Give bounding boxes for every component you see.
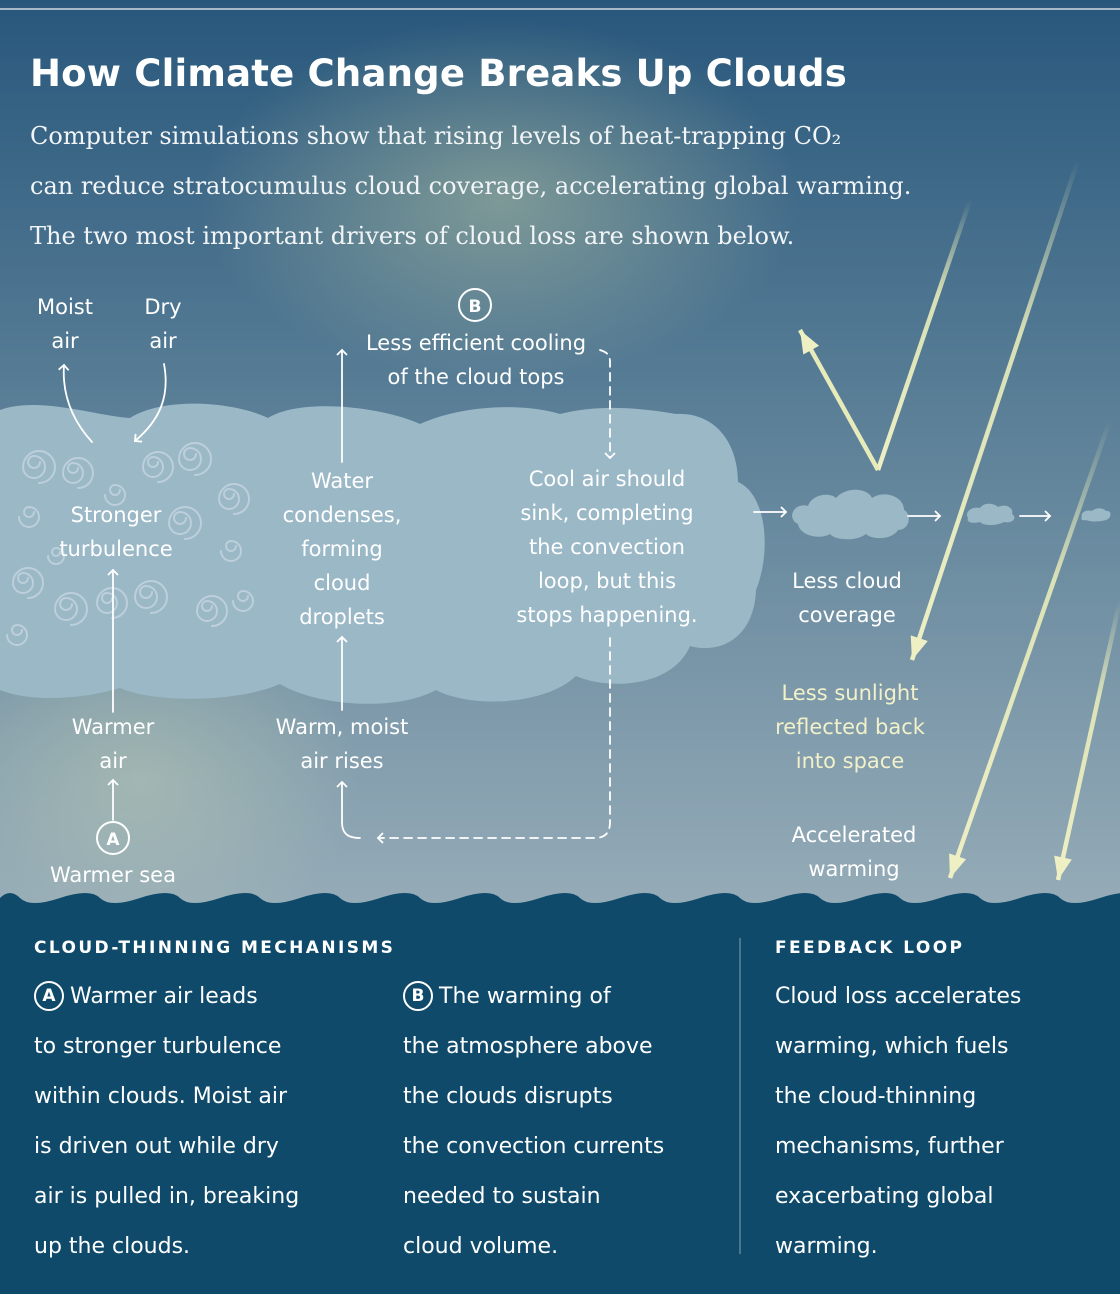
dry-air-label: Dry air [144,295,182,353]
stronger-turbulence-label: Stronger turbulence [59,503,173,561]
warmer-sea-label: Warmer sea [50,863,176,887]
marker-a: A [96,821,130,855]
incoming-sunlight-ray [1054,599,1120,881]
incoming-sunlight-ray [947,419,1113,879]
sunlight-beams [798,159,1120,881]
mechanisms-heading: CLOUD-THINNING MECHANISMS [34,938,396,958]
feedback-heading: FEEDBACK LOOP [775,938,965,958]
shrinking-clouds [792,489,1111,540]
moist-air-label: Moist air [37,295,93,353]
mechanism-b-text: B The warming of the atmosphere above the… [403,972,664,1272]
warm-moist-air-rises-label: Warm, moist air rises [275,715,409,773]
dry-air-in-arrow [134,363,167,443]
ocean [0,893,1120,1294]
warmer-air-label: Warmer air [71,715,155,773]
cool-air-sink-label: Cool air should sink, completing the conve… [516,467,698,627]
moist-air-out-arrow [58,363,93,443]
less-sunlight-reflected-label: Less sunlight reflected back into space [775,681,925,773]
marker-b-letter: B [469,297,482,317]
flow-arrows [58,348,1052,844]
incoming-sunlight-ray [909,159,1081,661]
smaller-cloud [966,503,1015,525]
subtitle-line: The two most important drivers of cloud … [30,222,795,250]
glow [200,20,800,380]
stratocumulus-cloud [0,403,765,704]
page-title: How Climate Change Breaks Up Clouds [30,52,847,95]
accelerated-warming-label: Accelerated warming [791,823,917,881]
mechanism-b-badge: B [403,981,433,1011]
subtitle-line: Computer simulations show that rising le… [30,122,842,150]
water-condenses-label: Water condenses, forming cloud droplets [282,469,402,629]
small-cloud [792,489,909,540]
feedback-text: Cloud loss accelerates warming, which fu… [775,984,1022,1259]
tiny-cloud [1081,508,1111,522]
marker-b: B [458,288,492,322]
marker-a-letter: A [106,830,120,850]
convection-loop-dashed-arrow [376,637,611,844]
reflected-sunlight-ray [798,328,880,472]
subtitle-line: can reduce stratocumulus cloud coverage,… [30,172,912,200]
loop-return-arrow [336,780,361,839]
sinking-air-dashed-arrow [599,349,616,460]
sunlight-ray-to-cloud [875,199,973,471]
less-cloud-coverage-label: Less cloud coverage [792,569,902,627]
less-efficient-cooling-label: Less efficient cooling of the cloud tops [365,331,587,389]
mechanism-a-badge: A [34,981,64,1011]
mechanism-a-text: A Warmer air leads to stronger turbulence… [34,972,299,1272]
